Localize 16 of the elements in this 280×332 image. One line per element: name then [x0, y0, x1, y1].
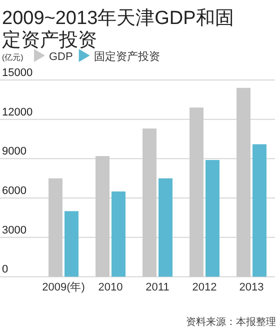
x-tick-label: 2012: [192, 282, 217, 294]
x-tick-label: 2010: [98, 282, 123, 294]
x-tick-label: 2011: [146, 282, 170, 294]
chart-title: 2009~2013年天津GDP和固定资产投资: [2, 8, 234, 51]
legend-label: GDP: [49, 51, 73, 63]
y-tick-label: 9000: [2, 146, 26, 158]
x-tick-label: 2009(年): [42, 282, 85, 294]
y-tick-label: 12000: [2, 106, 33, 118]
y-tick-label: 6000: [2, 185, 26, 198]
legend-label: 固定资产投资: [94, 50, 160, 63]
text: 资料来源：本报整理: [186, 316, 276, 328]
y-tick-label: 0: [2, 264, 8, 276]
y-tick-label: 3000: [2, 224, 26, 236]
x-tick-label: 2013: [239, 282, 264, 294]
y-axis-title: (亿元): [2, 53, 24, 62]
y-tick-label: 15000: [2, 67, 33, 79]
